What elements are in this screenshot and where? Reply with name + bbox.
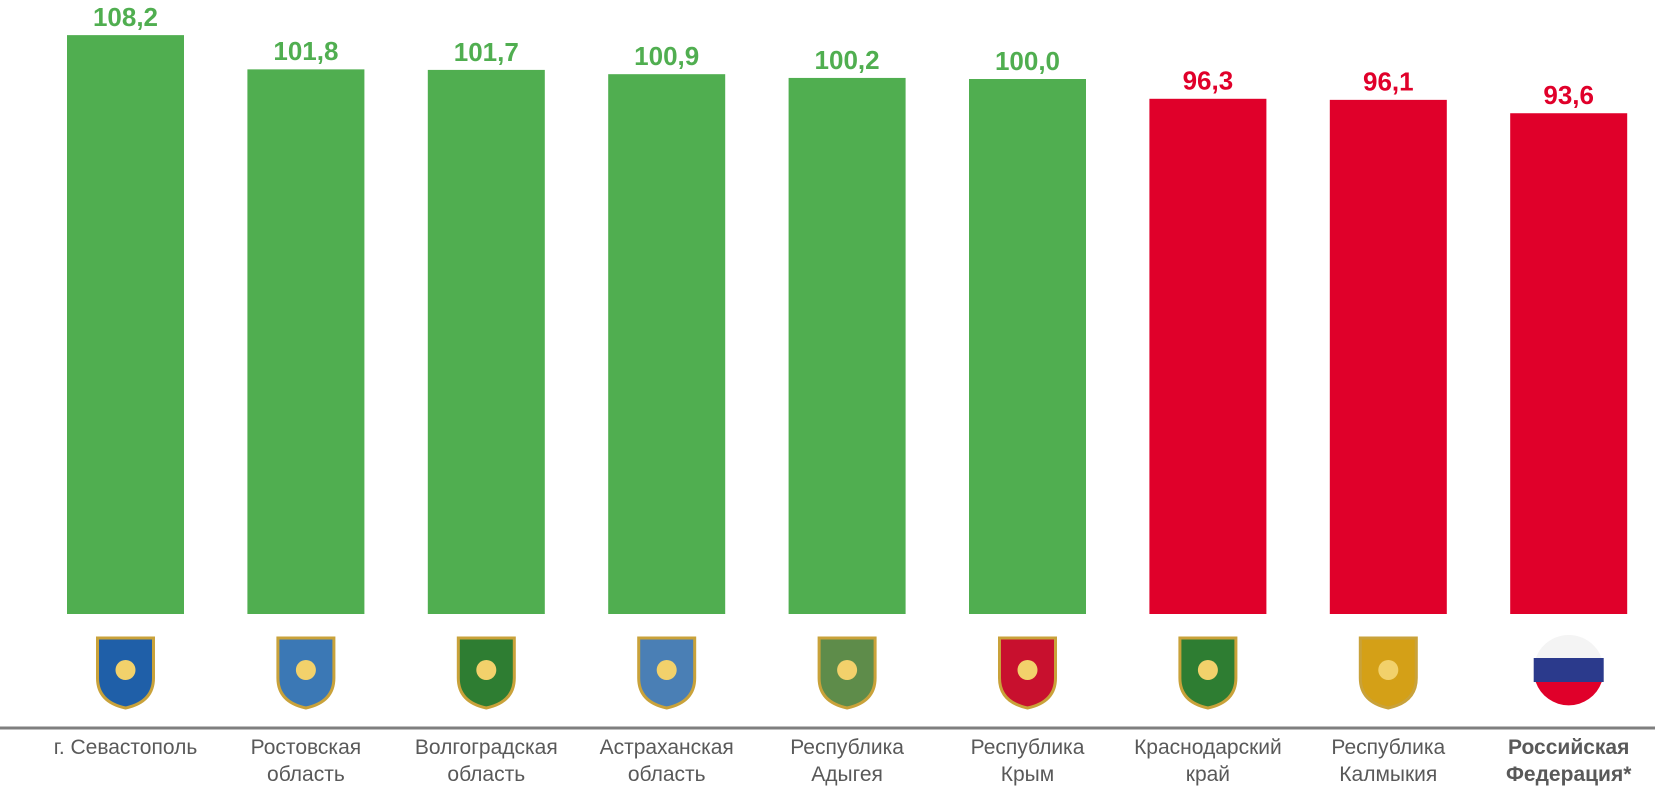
bar xyxy=(247,69,365,615)
bar xyxy=(969,79,1086,614)
x-tick-label: Республика Крым xyxy=(971,736,1085,786)
x-tick-label: Краснодарский край xyxy=(1134,736,1282,786)
bar xyxy=(427,69,545,614)
emblem-detail xyxy=(837,660,858,680)
emblem-detail xyxy=(1197,660,1218,680)
value-label: 101,8 xyxy=(273,36,338,66)
x-tick-label: Волгоградская область xyxy=(415,736,558,786)
x-tick-label: Республика Калмыкия xyxy=(1331,736,1445,786)
bar xyxy=(608,74,726,614)
x-tick-label: Астраханская область xyxy=(600,736,734,786)
value-label: 100,0 xyxy=(995,46,1060,76)
value-label: 100,9 xyxy=(634,41,699,71)
x-tick-label: Ростовская область xyxy=(251,736,361,786)
value-label: 93,6 xyxy=(1543,80,1594,110)
bar xyxy=(1149,98,1267,615)
bar xyxy=(1329,99,1447,615)
emblem-detail xyxy=(1378,660,1399,680)
flag-red xyxy=(1535,682,1602,706)
bar xyxy=(1510,113,1628,615)
emblem-detail xyxy=(656,660,677,680)
value-label: 96,3 xyxy=(1183,66,1234,96)
value-label: 100,2 xyxy=(815,45,880,75)
bar xyxy=(788,77,906,615)
value-label: 96,1 xyxy=(1363,67,1414,97)
x-tick-label: Российская Федерация* xyxy=(1506,736,1632,786)
value-label: 108,2 xyxy=(93,2,158,32)
emblem-detail xyxy=(115,660,136,680)
emblems xyxy=(96,635,1604,710)
x-tick-label: Республика Адыгея xyxy=(790,736,904,786)
x-tick-label: г. Севастополь xyxy=(54,736,198,759)
bar xyxy=(67,35,184,614)
flag-blue xyxy=(1533,658,1604,682)
value-label: 101,7 xyxy=(454,37,519,67)
emblem-detail xyxy=(295,660,316,680)
emblem-detail xyxy=(1017,660,1038,680)
emblem-detail xyxy=(476,660,497,680)
